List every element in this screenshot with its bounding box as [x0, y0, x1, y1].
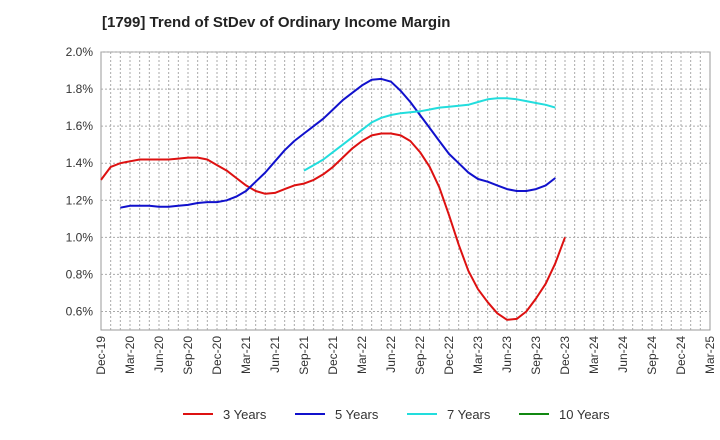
legend-label: 3 Years	[223, 407, 267, 422]
y-tick-label: 0.8%	[66, 267, 94, 281]
y-tick-label: 1.0%	[66, 230, 94, 244]
x-tick-label: Dec-23	[558, 336, 572, 375]
x-tick-label: Jun-21	[268, 336, 282, 373]
legend-label: 10 Years	[559, 407, 610, 422]
y-tick-label: 2.0%	[66, 45, 94, 59]
chart-title: [1799] Trend of StDev of Ordinary Income…	[102, 14, 451, 31]
series-line-7-years	[303, 97, 556, 172]
series-line-3-years	[100, 132, 566, 321]
x-tick-label: Mar-25	[703, 336, 717, 374]
x-tick-label: Dec-22	[442, 336, 456, 375]
x-tick-label: Sep-24	[645, 336, 659, 375]
y-tick-label: 1.8%	[66, 82, 94, 96]
x-tick-label: Sep-21	[297, 336, 311, 375]
x-tick-label: Mar-20	[123, 336, 137, 374]
x-tick-label: Dec-21	[326, 336, 340, 375]
y-tick-label: 1.6%	[66, 119, 94, 133]
x-tick-label: Mar-23	[471, 336, 485, 374]
x-tick-label: Mar-24	[587, 336, 601, 374]
x-tick-label: Jun-24	[616, 336, 630, 373]
x-tick-label: Jun-20	[152, 336, 166, 373]
plot-area	[100, 51, 711, 331]
y-tick-label: 0.6%	[66, 304, 94, 318]
series-line-5-years	[120, 77, 556, 209]
x-tick-label: Sep-23	[529, 336, 543, 375]
x-tick-label: Sep-22	[413, 336, 427, 375]
x-tick-label: Mar-22	[355, 336, 369, 374]
x-tick-label: Jun-23	[500, 336, 514, 373]
x-tick-label: Jun-22	[384, 336, 398, 373]
x-tick-label: Dec-20	[210, 336, 224, 375]
legend-label: 7 Years	[447, 407, 491, 422]
y-tick-label: 1.2%	[66, 193, 94, 207]
legend-label: 5 Years	[335, 407, 379, 422]
x-tick-label: Sep-20	[181, 336, 195, 375]
y-tick-label: 1.4%	[66, 156, 94, 170]
x-tick-label: Dec-19	[94, 336, 108, 375]
x-tick-label: Dec-24	[674, 336, 688, 375]
x-tick-label: Mar-21	[239, 336, 253, 374]
